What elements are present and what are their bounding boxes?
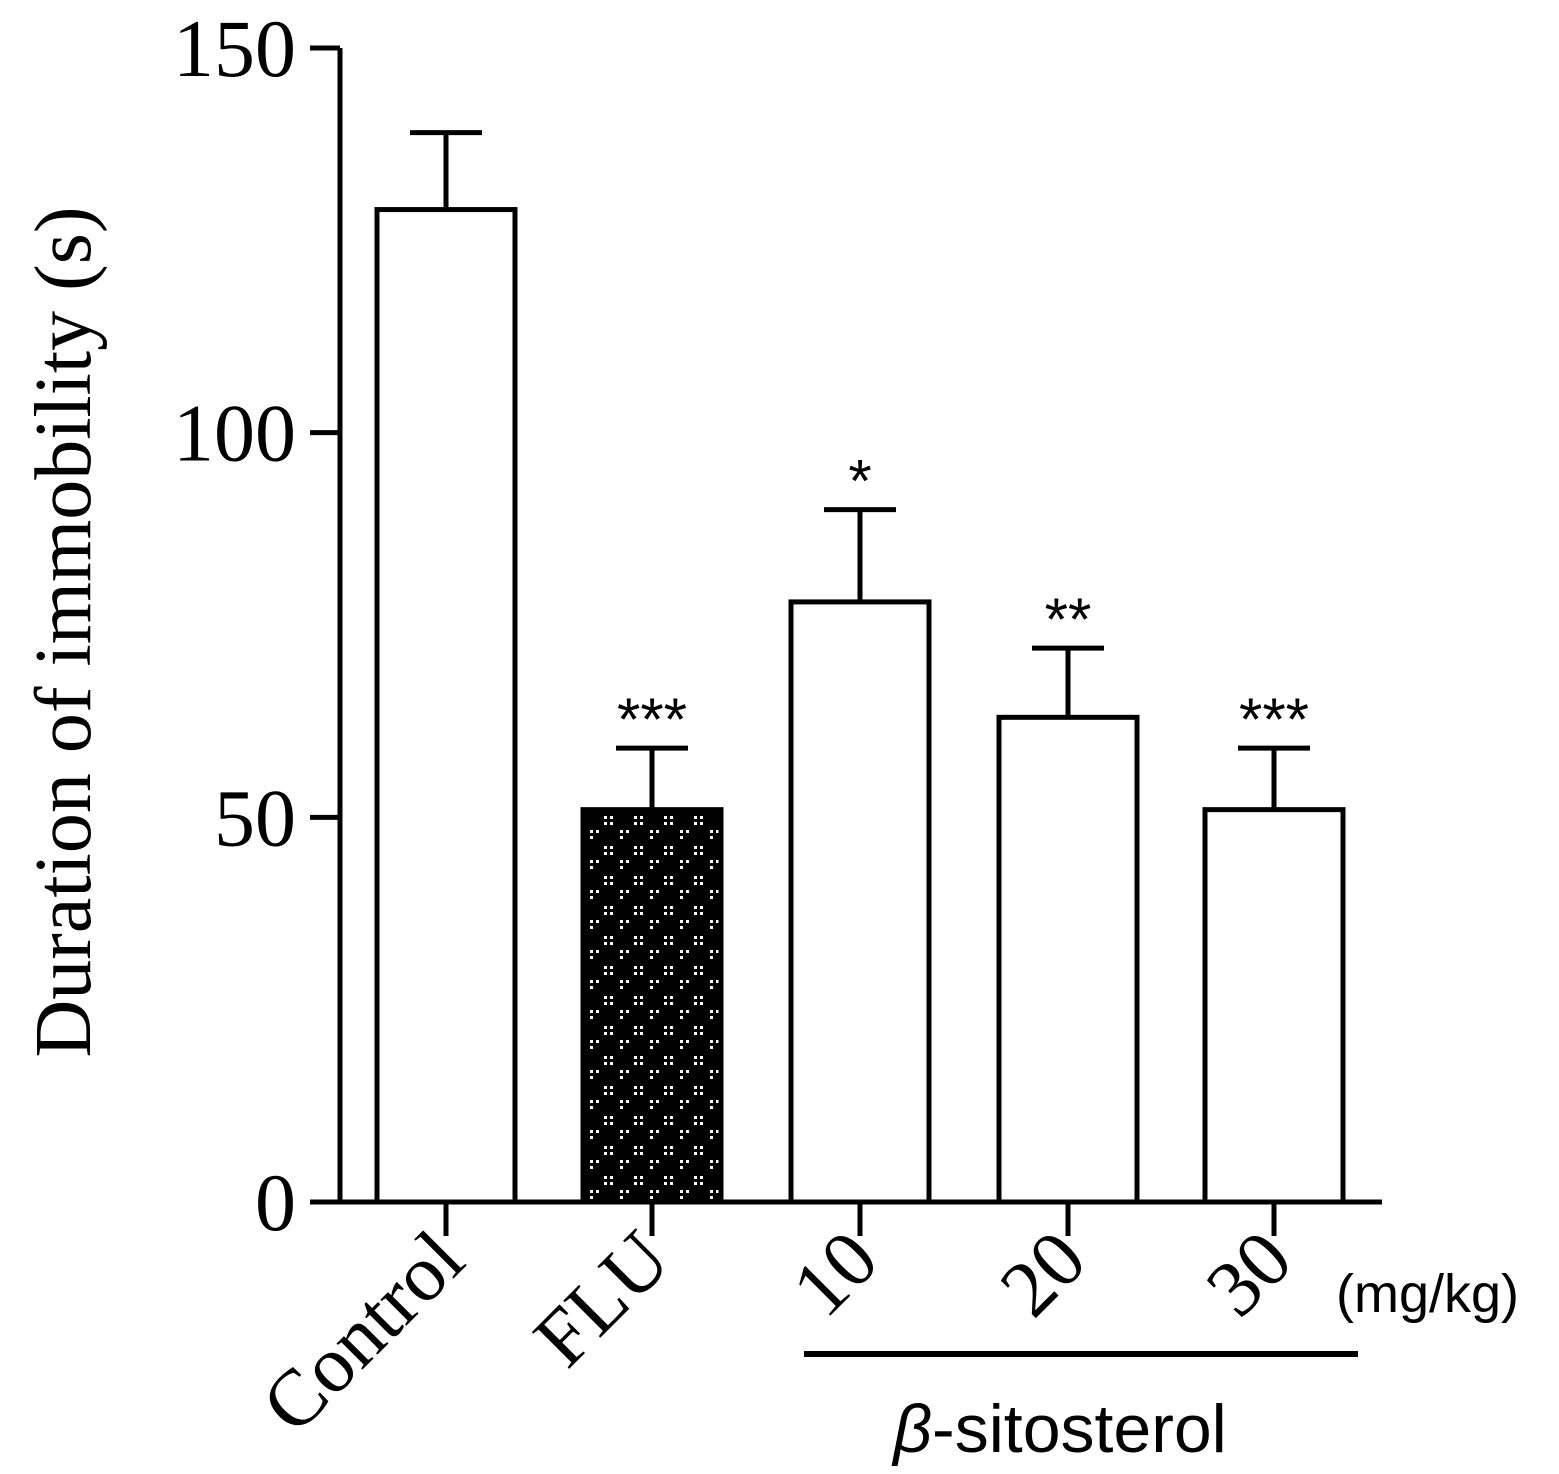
bar-10 (788, 599, 932, 1205)
bar-30 (1202, 807, 1346, 1205)
significance-marker: * (848, 448, 871, 515)
bar-flu (580, 807, 724, 1205)
bar-control (374, 207, 518, 1205)
significance-marker: *** (617, 686, 687, 753)
significance-marker: *** (1239, 686, 1309, 753)
y-tick-label: 50 (214, 772, 296, 863)
group-label-greek: β (891, 1391, 932, 1467)
x-tick-label: 10 (776, 1215, 895, 1334)
group-label: β-sitosterol (891, 1391, 1227, 1467)
bars (374, 130, 1346, 1205)
x-tick-label: Control (246, 1215, 481, 1450)
y-tick-label: 0 (255, 1157, 296, 1248)
x-tick-label: 30 (1190, 1215, 1309, 1334)
y-tick-label: 100 (173, 388, 296, 479)
significance-marker: ** (1045, 586, 1092, 653)
x-tick-label: 20 (984, 1215, 1103, 1334)
group-label-text: -sitosterol (932, 1391, 1227, 1467)
unit-label: (mg/kg) (1336, 1264, 1519, 1324)
bar-20 (996, 714, 1140, 1205)
x-tick-label: FLU (518, 1215, 687, 1384)
y-tick-label: 150 (173, 3, 296, 94)
labels: 0 50 100 150 Duration of immobility (s) Contr… (20, 3, 1519, 1467)
y-axis-title: Duration of immobility (s) (20, 206, 108, 1057)
